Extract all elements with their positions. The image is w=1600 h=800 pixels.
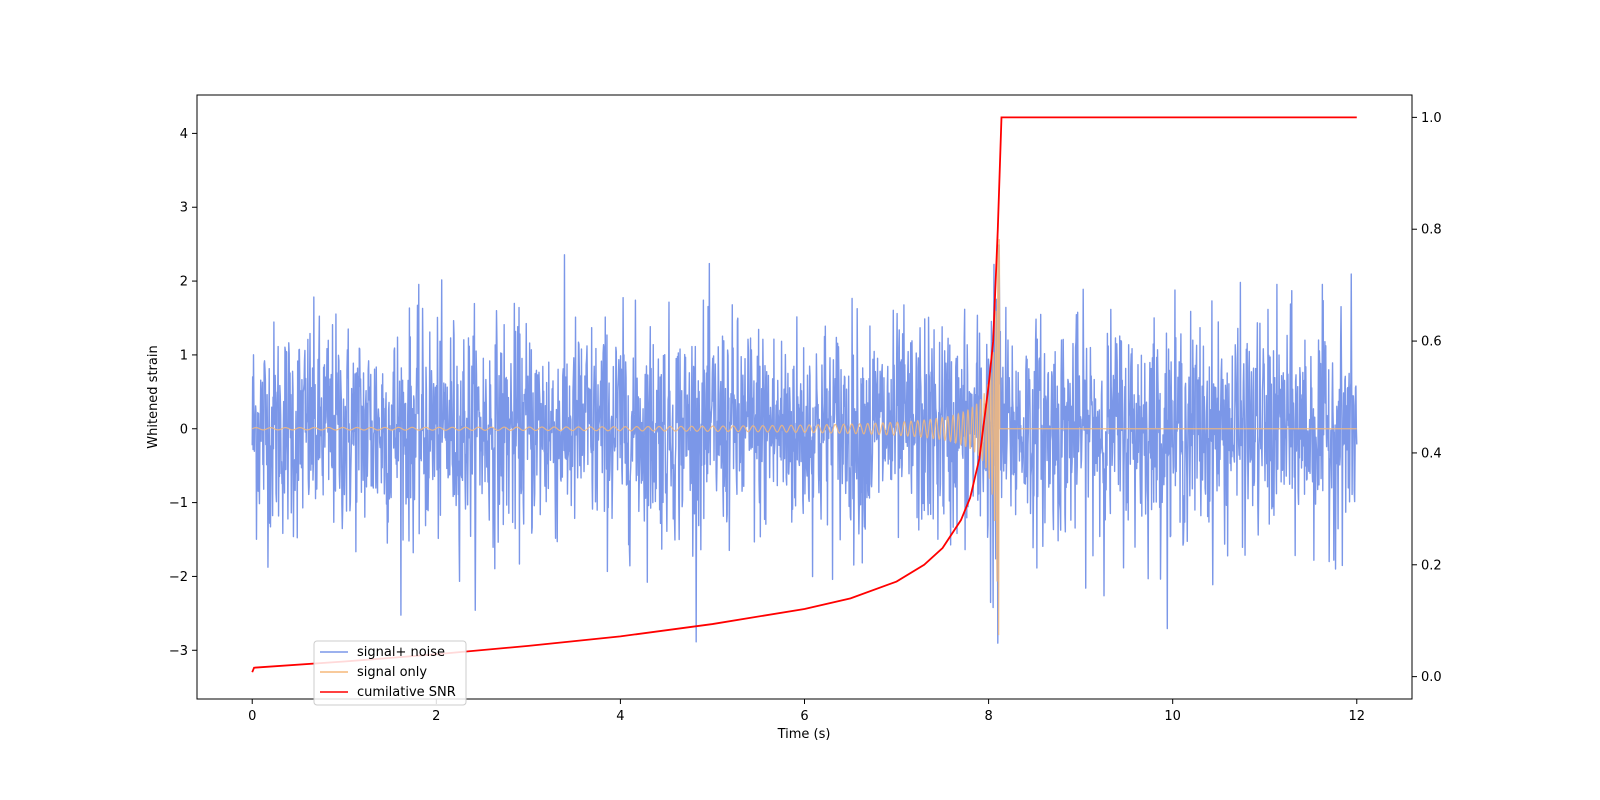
y2-tick-label: 0.4 — [1421, 446, 1442, 461]
y-axis-right: 0.0 0.2 0.4 0.6 0.8 1.0 — [1412, 111, 1442, 685]
y-tick-label: 4 — [180, 127, 188, 142]
x-tick-label: 12 — [1348, 709, 1365, 724]
legend-label-signal-noise: signal+ noise — [357, 645, 445, 660]
y-tick-label: −2 — [169, 570, 188, 585]
y-tick-label: 0 — [180, 422, 188, 437]
y-tick-label: −3 — [169, 644, 188, 659]
x-axis: 0 2 4 6 8 10 12 — [248, 699, 1365, 724]
legend-label-cumulative-snr: cumilative SNR — [357, 685, 456, 700]
x-tick-label: 8 — [984, 709, 992, 724]
y2-tick-label: 0.6 — [1421, 335, 1442, 350]
y-tick-label: 2 — [180, 275, 188, 290]
y-axis-left: −3 −2 −1 0 1 2 3 4 — [169, 127, 197, 659]
x-axis-label: Time (s) — [777, 727, 831, 742]
y-tick-label: 3 — [180, 201, 188, 216]
x-tick-label: 0 — [248, 709, 256, 724]
legend-label-signal-only: signal only — [357, 665, 427, 680]
y-axis-label: Whitened strain — [146, 345, 161, 448]
x-tick-label: 10 — [1164, 709, 1181, 724]
x-tick-label: 2 — [432, 709, 440, 724]
y-tick-label: 1 — [180, 348, 188, 363]
series-signal-only-line — [251, 223, 1357, 636]
y2-tick-label: 0.8 — [1421, 223, 1442, 238]
x-tick-label: 6 — [800, 709, 808, 724]
legend: signal+ noise signal only cumilative SNR — [313, 640, 467, 706]
y2-tick-label: 0.0 — [1421, 670, 1442, 685]
y2-tick-label: 1.0 — [1421, 111, 1442, 126]
legend-box — [313, 640, 467, 706]
y2-tick-label: 0.2 — [1421, 558, 1442, 573]
y-tick-label: −1 — [169, 496, 188, 511]
series-signal-noise-line — [251, 244, 1358, 644]
x-tick-label: 4 — [616, 709, 624, 724]
